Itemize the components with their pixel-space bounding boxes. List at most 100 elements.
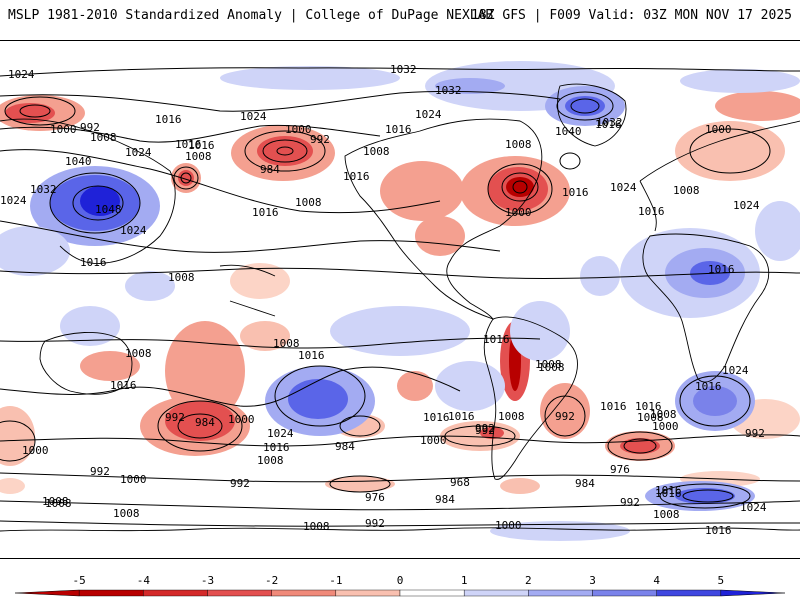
isobar-label: 1000 xyxy=(505,206,532,219)
anomaly-region xyxy=(178,170,194,186)
isobar-label: 1016 xyxy=(695,380,722,393)
isobar-label: 1040 xyxy=(555,125,582,138)
anomaly-region xyxy=(80,186,120,216)
isobar-closed-low xyxy=(4,96,76,126)
anomaly-region xyxy=(480,427,504,439)
isobar-label: 1024 xyxy=(415,108,442,121)
anomaly-region xyxy=(435,361,505,411)
isobar-label: 1008 xyxy=(295,196,322,209)
isobar xyxy=(0,366,461,407)
australia-coast xyxy=(39,331,133,395)
isobar-closed-low xyxy=(623,438,657,454)
anomaly-region xyxy=(60,306,120,346)
isobar-closed-high xyxy=(72,185,124,221)
anomaly-region xyxy=(693,386,737,416)
isobar-label: 1008 xyxy=(637,411,664,424)
colorbar-bin xyxy=(78,589,144,597)
colorbar-tick-label: -1 xyxy=(329,574,342,587)
isobar-closed-low xyxy=(262,139,308,163)
isobar-label: 1024 xyxy=(610,181,637,194)
anomaly-region xyxy=(330,306,470,356)
isobar-closed-low xyxy=(329,475,391,493)
anomaly-region xyxy=(755,201,800,261)
anomaly-region xyxy=(397,371,433,401)
anomaly-region xyxy=(440,421,520,451)
anomaly-region xyxy=(80,351,140,381)
isobar-label: 976 xyxy=(365,491,385,504)
isobar-label: 1016 xyxy=(595,118,622,131)
isobar xyxy=(0,520,800,527)
isobar-label: 992 xyxy=(745,427,765,440)
isobar-label: 1024 xyxy=(125,146,152,159)
isobar-label: 1024 xyxy=(740,501,767,514)
isobar-label: 992 xyxy=(475,424,495,437)
map-panel: 1024 1032 1032 1024 1000 992 1008 1016 1… xyxy=(0,40,800,559)
anomaly-region xyxy=(675,121,785,181)
isobar-labels: 1024 1032 1032 1024 1000 992 1008 1016 1… xyxy=(0,63,767,537)
isobar-label: 1032 xyxy=(390,63,417,76)
colorbar-bin xyxy=(528,589,593,597)
isobar-label: 1008 xyxy=(257,454,284,467)
isobar xyxy=(0,124,381,143)
isobar-label: 1008 xyxy=(498,410,525,423)
colorbar-tick-label: 3 xyxy=(589,574,596,587)
isobar-label: 1016 xyxy=(635,400,662,413)
isobar-label: 1032 xyxy=(596,116,623,129)
isobar-label: 992 xyxy=(90,465,110,478)
anomaly-region xyxy=(230,263,290,299)
isobar-label: 1008 xyxy=(505,138,532,151)
isobar-label: 1000 xyxy=(285,123,312,136)
isobar-label: 992 xyxy=(365,517,385,530)
isobar-closed-low xyxy=(157,400,243,452)
isobar-label: 1008 xyxy=(650,408,677,421)
isobar-label: 1000 xyxy=(228,413,255,426)
isobar-label: 1016 xyxy=(638,205,665,218)
isobar-label: 984 xyxy=(260,163,280,176)
isobar-closed-high xyxy=(274,365,366,427)
isobar-label: 1008 xyxy=(535,358,562,371)
colorbar-arrow-right xyxy=(720,589,786,597)
isobar-label: 1000 xyxy=(50,123,77,136)
isobar-label: 1016 xyxy=(110,379,137,392)
isobar xyxy=(0,90,561,112)
isobar xyxy=(0,472,800,483)
isobar-closed-low xyxy=(444,425,516,447)
anomaly-region xyxy=(510,301,570,361)
anomaly-region xyxy=(620,438,660,454)
isobar-label: 1008 xyxy=(538,361,565,374)
coastlines xyxy=(0,83,800,532)
isobar-label: 1016 xyxy=(448,410,475,423)
isobar-closed-high xyxy=(682,489,734,503)
colorbar-ticks: -5 -4 -3 -2 -1 0 1 2 3 4 5 xyxy=(73,574,725,587)
isobar-closed-low xyxy=(276,146,294,156)
anomaly-region xyxy=(415,216,465,256)
isobar-label: 1000 xyxy=(22,444,49,457)
anomaly-region xyxy=(165,321,245,421)
anomaly-region xyxy=(165,401,235,441)
run-info: 18Z GFS | F009 Valid: 03Z MON NOV 17 202… xyxy=(471,8,792,23)
header: MSLP 1981-2010 Standardized Anomaly | Co… xyxy=(0,0,800,38)
anomaly-region xyxy=(490,521,630,541)
south-america-coast xyxy=(483,316,578,480)
isobar-closed-low xyxy=(177,413,223,439)
colorbar: -5 -4 -3 -2 -1 0 1 2 3 4 5 xyxy=(0,562,800,600)
colorbar-bin xyxy=(143,589,208,597)
isobar-label: 1016 xyxy=(175,138,202,151)
anomaly-region xyxy=(680,69,800,93)
anomaly-region xyxy=(240,321,290,351)
isobar-label: 984 xyxy=(435,493,455,506)
isobar xyxy=(0,500,800,511)
isobar-label: 1016 xyxy=(298,349,325,362)
colorbar-tick-label: -5 xyxy=(73,574,86,587)
colorbar-tick-label: 5 xyxy=(718,574,725,587)
isobar xyxy=(0,67,800,77)
isobar-label: 1000 xyxy=(420,434,447,447)
colorbar-bin xyxy=(463,589,529,597)
isobar-label: 1000 xyxy=(652,420,679,433)
isobar-label: 1016 xyxy=(80,256,107,269)
isobar-label: 1016 xyxy=(655,487,682,500)
isobar-label: 1024 xyxy=(0,194,27,207)
isobar-label: 976 xyxy=(610,463,630,476)
colorbar-svg: -5 -4 -3 -2 -1 0 1 2 3 4 5 xyxy=(14,574,786,597)
isobar-label: 968 xyxy=(450,476,470,489)
